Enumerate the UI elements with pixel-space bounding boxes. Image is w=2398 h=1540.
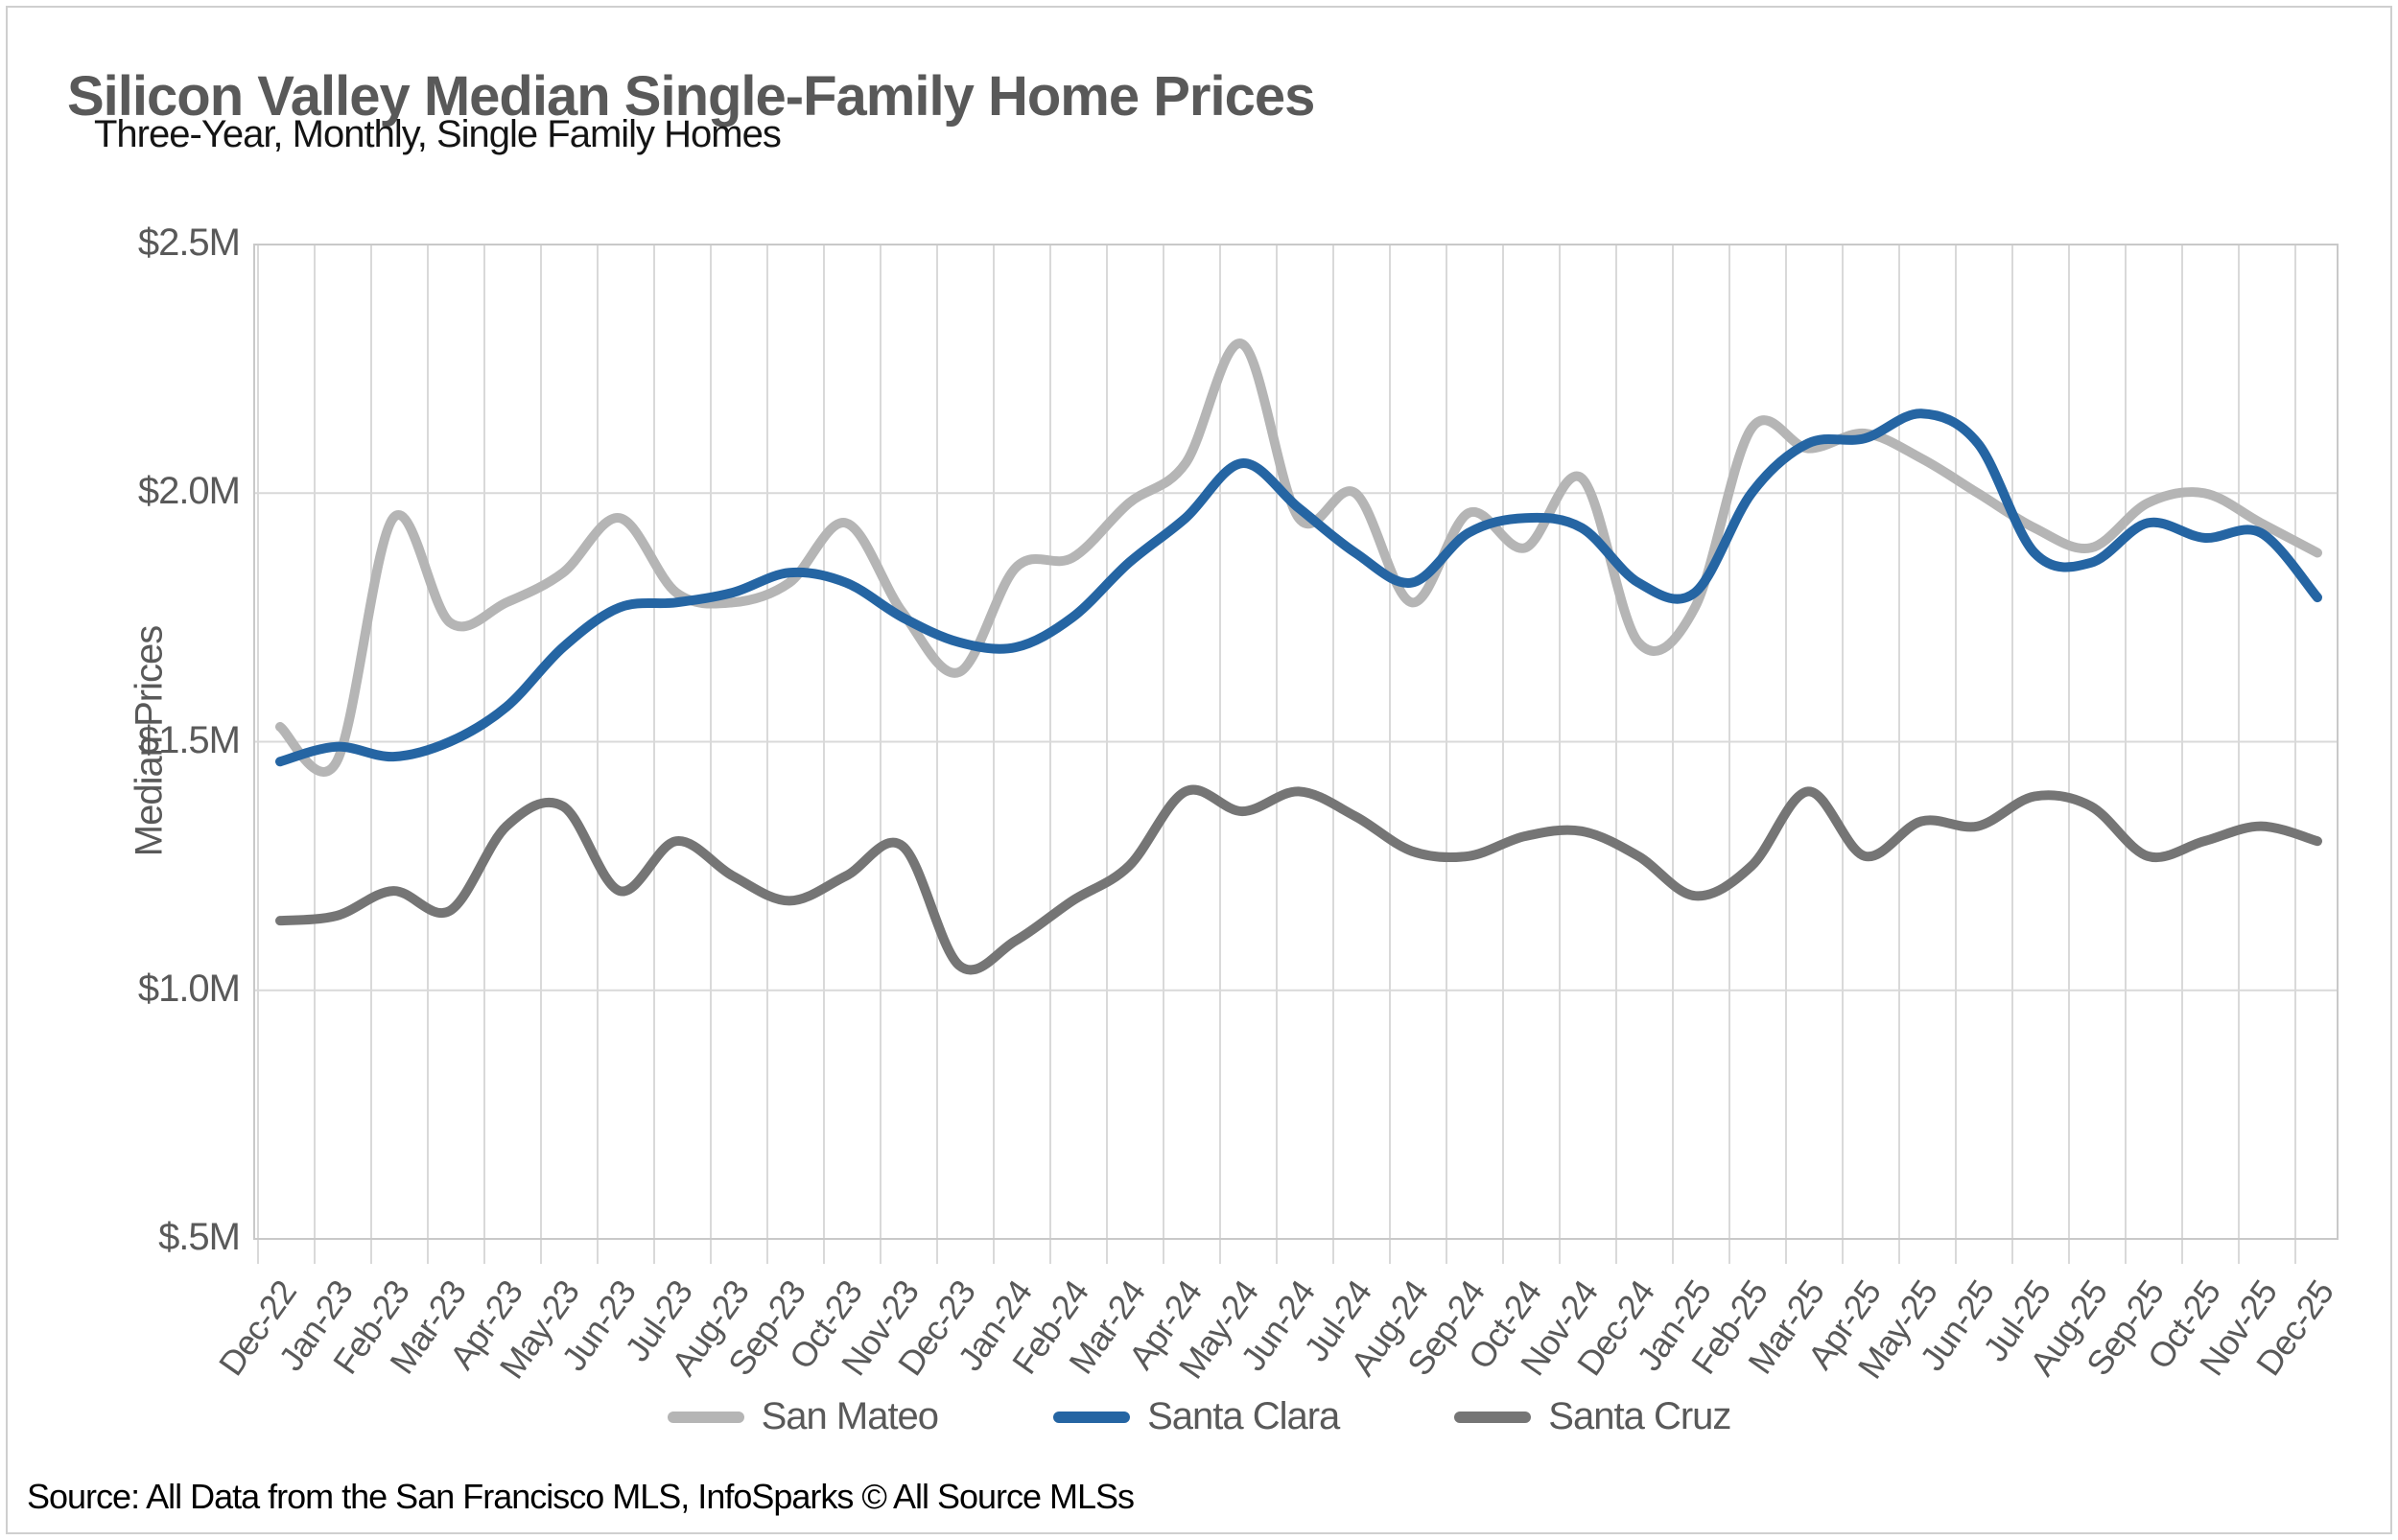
series-line-santa-cruz <box>275 784 2322 975</box>
page-title: Silicon Valley Median Single-Family Home… <box>67 64 1315 128</box>
series-line-santa-clara <box>275 408 2322 767</box>
series-line-san-mateo <box>275 338 2322 777</box>
y-tick-label: $.5M <box>158 1216 241 1258</box>
chart-subtitle: Three-Year, Monthly, Single Family Homes <box>94 113 782 155</box>
plot-border <box>253 244 2339 1240</box>
legend-label: Santa Cruz <box>1548 1395 1731 1437</box>
legend-label: Santa Clara <box>1147 1395 1340 1437</box>
y-tick-label: $1.0M <box>137 967 241 1010</box>
chart-legend: San Mateo Santa Clara Santa Cruz <box>0 1395 2398 1438</box>
legend-item-santa-clara: Santa Clara <box>1053 1395 1340 1438</box>
legend-item-santa-cruz: Santa Cruz <box>1454 1395 1731 1438</box>
y-tick-label: $2.0M <box>137 470 241 513</box>
legend-swatch-icon <box>1454 1411 1532 1423</box>
y-tick-label: $2.5M <box>137 222 241 264</box>
legend-label: San Mateo <box>761 1395 939 1437</box>
source-note: Source: All Data from the San Francisco … <box>27 1477 1135 1516</box>
legend-swatch-icon <box>667 1411 744 1423</box>
legend-swatch-icon <box>1053 1411 1131 1423</box>
legend-item-san-mateo: San Mateo <box>667 1395 939 1438</box>
y-tick-label: $1.5M <box>137 718 241 761</box>
